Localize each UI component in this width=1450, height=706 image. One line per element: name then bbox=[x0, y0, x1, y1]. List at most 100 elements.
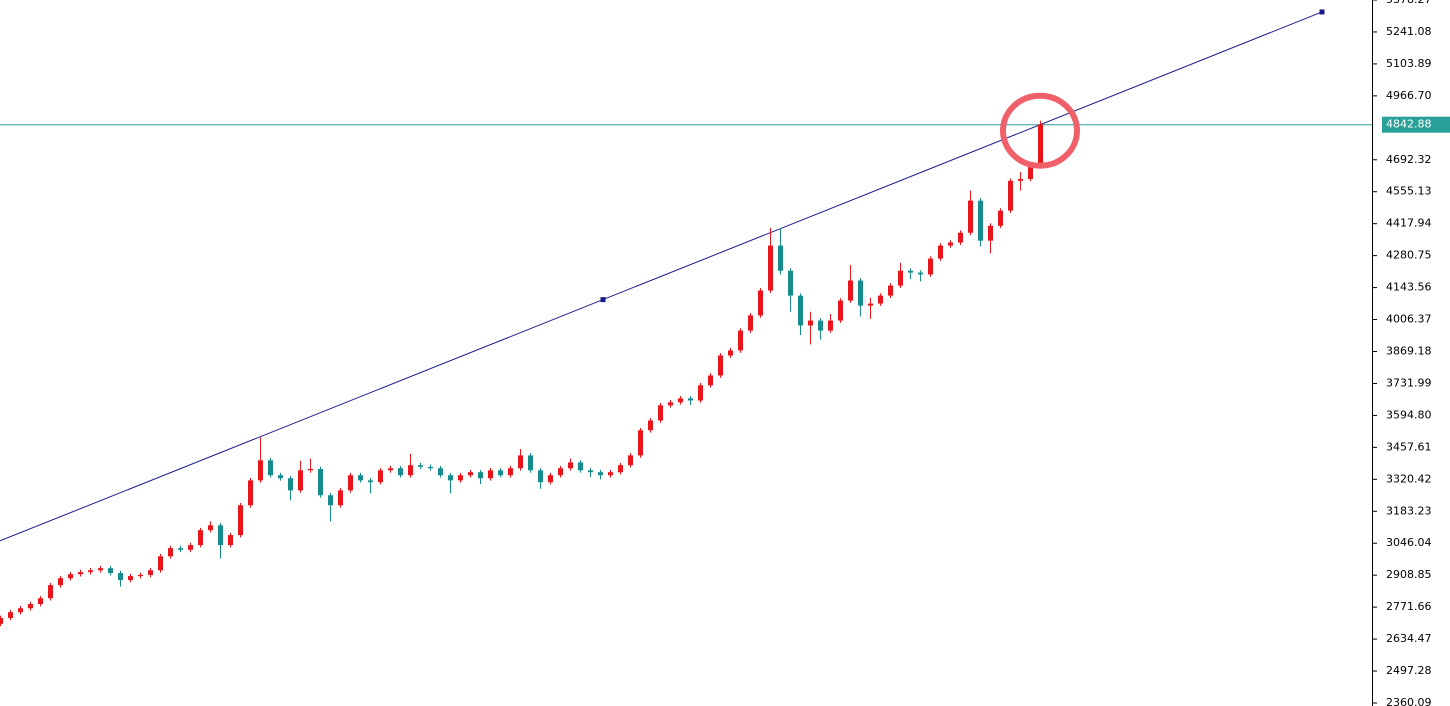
candle-body bbox=[808, 320, 813, 326]
y-tick-label: 3594.80 bbox=[1386, 408, 1432, 421]
candle-body bbox=[638, 430, 643, 456]
candle-body bbox=[728, 350, 733, 356]
candle-body bbox=[28, 604, 33, 609]
candle-body bbox=[298, 470, 303, 491]
candle-body bbox=[788, 270, 793, 296]
candle-body bbox=[718, 355, 723, 376]
candle-body bbox=[748, 315, 753, 331]
candle-body bbox=[898, 270, 903, 286]
y-tick-label: 5241.08 bbox=[1386, 25, 1432, 38]
y-tick-label: 2360.09 bbox=[1386, 696, 1432, 706]
candle-body bbox=[628, 455, 633, 466]
candle-body bbox=[108, 568, 113, 574]
candle-body bbox=[548, 475, 553, 483]
candle-body bbox=[498, 470, 503, 476]
candle-body bbox=[238, 505, 243, 536]
candle-body bbox=[518, 455, 523, 469]
candle-body bbox=[318, 468, 323, 496]
candle-body bbox=[438, 468, 443, 476]
trendline bbox=[0, 11, 1323, 542]
candle-body bbox=[248, 480, 253, 506]
candle-body bbox=[488, 470, 493, 479]
trendline-anchor bbox=[600, 297, 606, 303]
candle-body bbox=[38, 598, 43, 605]
y-tick-label: 3731.99 bbox=[1386, 376, 1432, 389]
candle-body bbox=[158, 556, 163, 571]
candle-body bbox=[58, 578, 63, 586]
candle-body bbox=[118, 573, 123, 581]
candle-body bbox=[388, 468, 393, 471]
candle-body bbox=[648, 420, 653, 431]
candle-body bbox=[1008, 180, 1013, 211]
trendline-anchor bbox=[1319, 9, 1325, 15]
candle-body bbox=[768, 245, 773, 291]
y-tick-label: 2634.47 bbox=[1386, 632, 1432, 645]
candle-body bbox=[308, 468, 313, 471]
candle-body bbox=[908, 270, 913, 273]
candle-body bbox=[918, 272, 923, 275]
candle-body bbox=[418, 465, 423, 467]
y-tick-label: 4143.56 bbox=[1386, 281, 1432, 294]
candle-body bbox=[578, 462, 583, 471]
candle-body bbox=[698, 385, 703, 401]
candle-body bbox=[8, 612, 13, 619]
candle-body bbox=[198, 530, 203, 546]
candle-body bbox=[958, 232, 963, 243]
y-tick-label: 5378.27 bbox=[1386, 0, 1432, 6]
candle-body bbox=[358, 475, 363, 481]
candle-body bbox=[868, 303, 873, 306]
candle-body bbox=[398, 468, 403, 476]
candle-body bbox=[888, 285, 893, 296]
candle-body bbox=[468, 472, 473, 476]
candle-body bbox=[828, 320, 833, 331]
candle-body bbox=[758, 290, 763, 316]
candle-body bbox=[1028, 165, 1033, 179]
candle-body bbox=[818, 320, 823, 331]
candle-body bbox=[258, 460, 263, 481]
y-tick-label: 5103.89 bbox=[1386, 57, 1432, 70]
highlight-circle bbox=[1000, 92, 1080, 169]
y-tick-label: 4417.94 bbox=[1386, 217, 1432, 230]
candle-body bbox=[68, 574, 73, 579]
candle-body bbox=[598, 472, 603, 476]
candle-body bbox=[968, 200, 973, 233]
candle-body bbox=[538, 470, 543, 483]
candle-body bbox=[658, 405, 663, 421]
candle-body bbox=[428, 466, 433, 469]
candle-body bbox=[328, 495, 333, 506]
candle-body bbox=[798, 295, 803, 326]
candle-body bbox=[98, 568, 103, 571]
candle-body bbox=[408, 465, 413, 476]
candle-body bbox=[928, 258, 933, 275]
candle-body bbox=[128, 576, 133, 581]
y-tick-label: 3457.61 bbox=[1386, 440, 1432, 453]
candle-body bbox=[978, 200, 983, 241]
candle-body bbox=[778, 245, 783, 271]
candle-body bbox=[708, 375, 713, 386]
candle-body bbox=[268, 460, 273, 476]
candle-body bbox=[618, 465, 623, 473]
candle-body bbox=[188, 545, 193, 550]
candle-body bbox=[458, 475, 463, 481]
candle-body bbox=[378, 470, 383, 483]
y-tick-label: 2497.28 bbox=[1386, 664, 1432, 677]
candle-body bbox=[348, 475, 353, 491]
y-tick-label: 4692.32 bbox=[1386, 153, 1432, 166]
candle-body bbox=[1018, 178, 1023, 181]
candle-body bbox=[738, 330, 743, 351]
candle-body bbox=[228, 535, 233, 546]
candle-body bbox=[88, 570, 93, 573]
candle-body bbox=[858, 280, 863, 306]
candle-body bbox=[0, 618, 3, 624]
y-tick-label: 4555.13 bbox=[1386, 185, 1432, 198]
y-tick-label: 3320.42 bbox=[1386, 472, 1432, 485]
candle-body bbox=[218, 525, 223, 546]
candle-body bbox=[368, 480, 373, 483]
candle-body bbox=[998, 210, 1003, 226]
candle-body bbox=[168, 548, 173, 557]
candle-body bbox=[448, 475, 453, 481]
candle-body bbox=[48, 585, 53, 599]
y-tick-label: 4280.75 bbox=[1386, 249, 1432, 262]
